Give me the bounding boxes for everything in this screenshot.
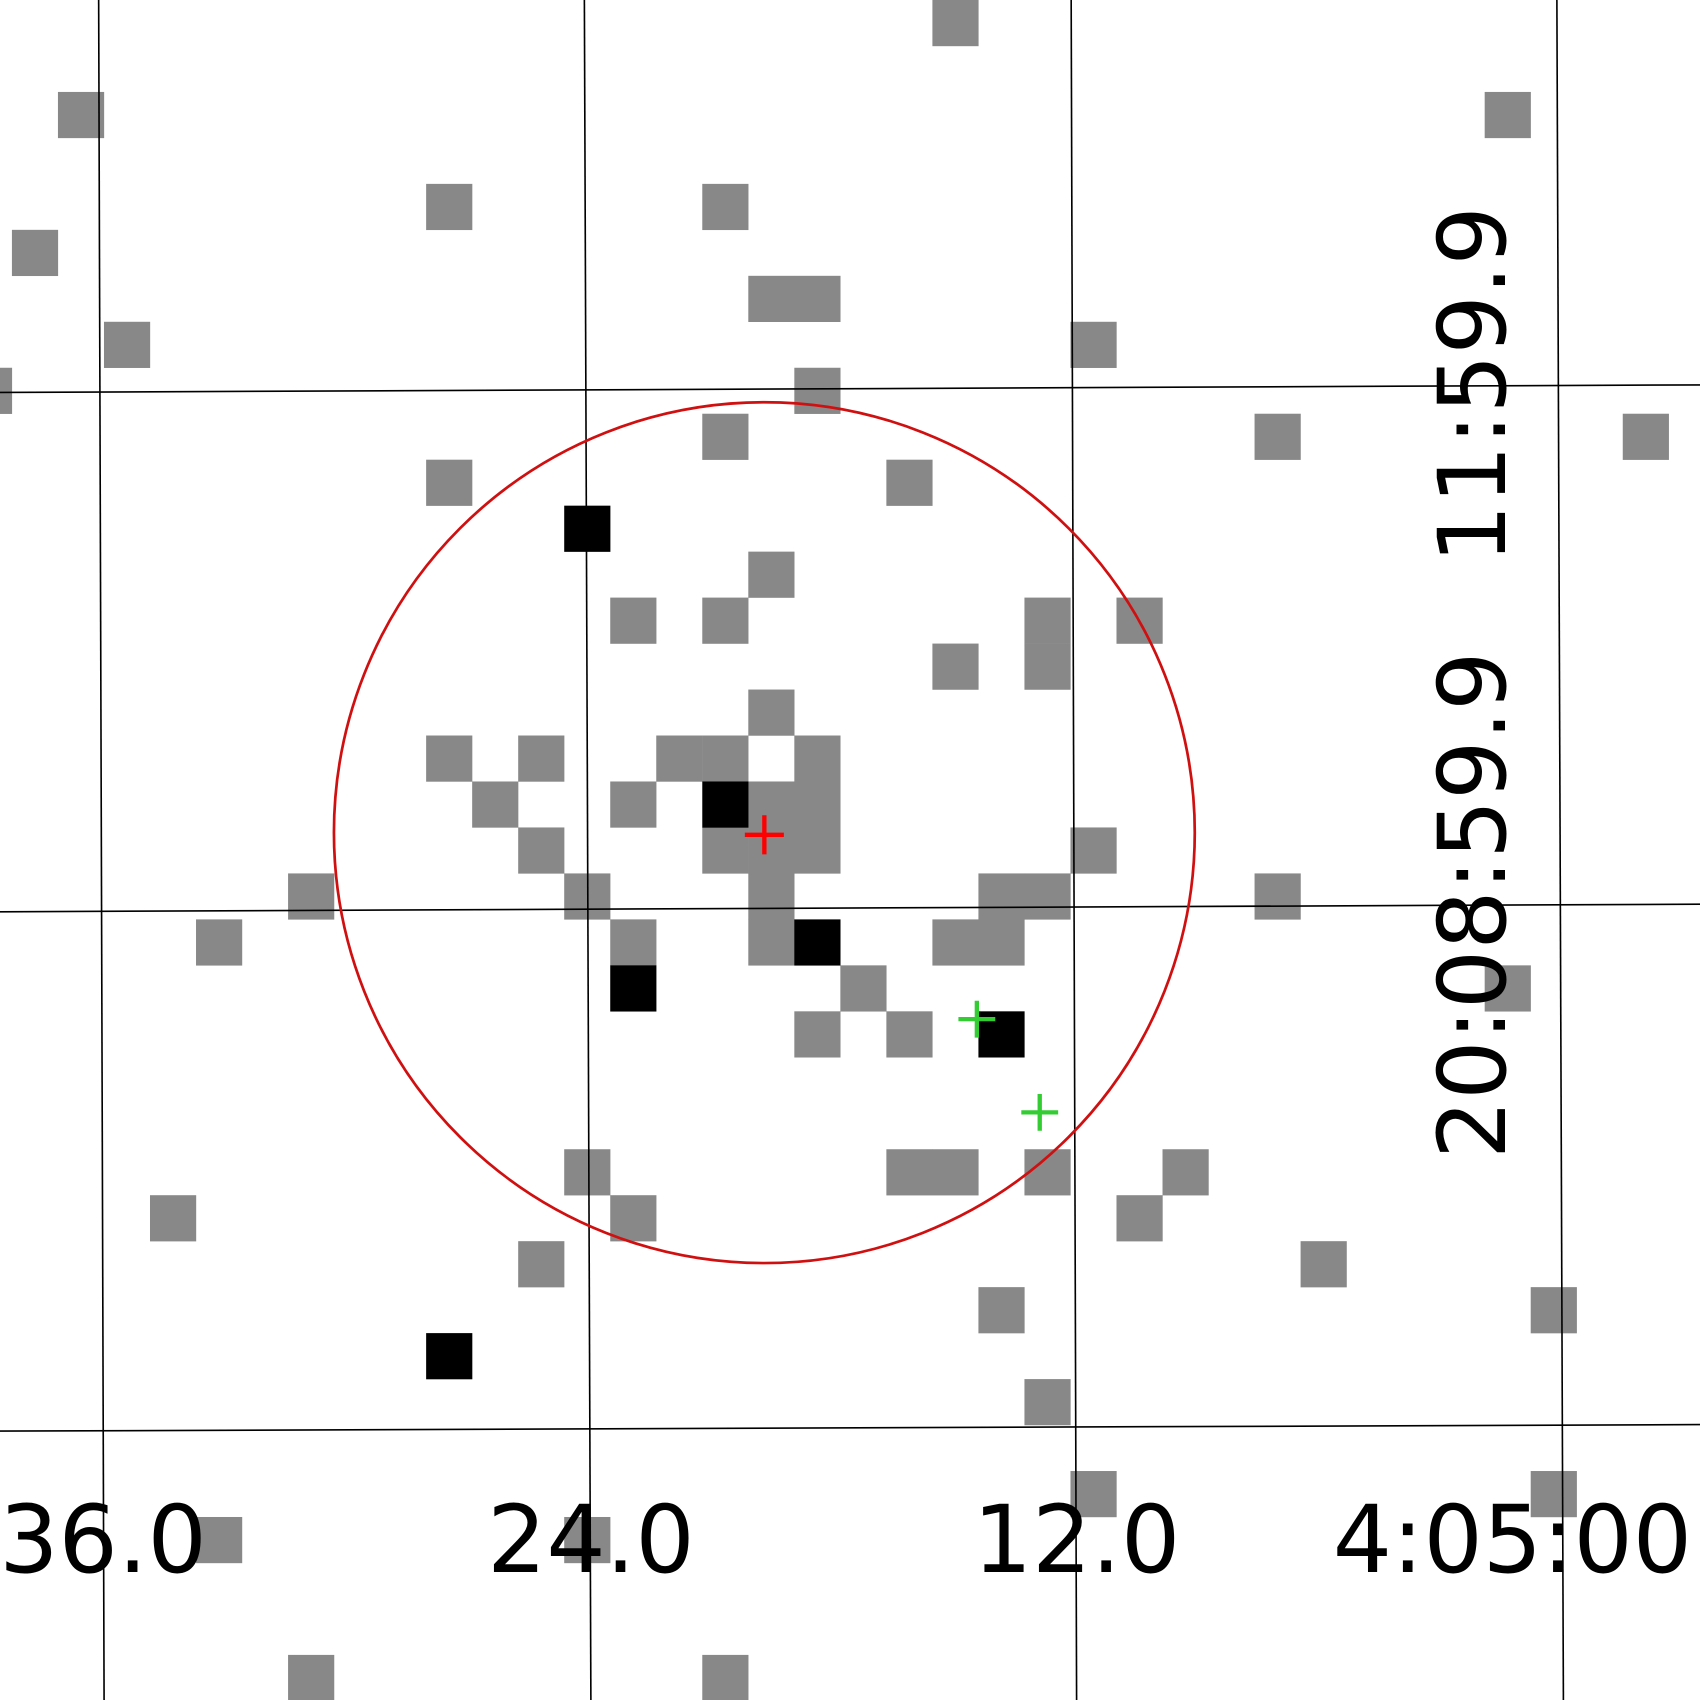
pixel [840,965,887,1012]
pixel [748,551,795,598]
pixel [196,1516,243,1564]
pixel [1254,413,1301,460]
pixel [1070,1471,1117,1518]
pixel [702,827,749,874]
pixel [564,505,611,552]
ra-label: 12.0 [973,1485,1181,1594]
pixel [748,689,795,736]
pixel [1484,965,1531,1012]
pixel [518,735,565,782]
pixel [702,1654,749,1700]
pixel [1484,91,1531,139]
pixel [932,1149,979,1196]
pixel [149,1195,197,1242]
pixel [932,919,979,966]
ra-label: 36.0 [0,1485,207,1594]
pixel [288,873,335,920]
pixel [886,1011,933,1058]
pixel [0,367,13,414]
pixel [564,1149,611,1196]
grid-line [0,384,1700,394]
pixel [794,781,841,828]
pixel [1254,873,1301,920]
pixel [978,1287,1025,1334]
pixel [702,597,749,644]
pixel [610,919,657,966]
pixel [886,1149,933,1196]
ra-label: 24.0 [487,1485,695,1594]
pixel [886,459,933,506]
grid-line [0,1423,1700,1432]
pixel [1070,827,1117,874]
pixel [748,781,795,828]
source-region [332,400,1197,1265]
pixel [610,1195,657,1242]
pixel [1116,1195,1163,1242]
source-marker [744,815,784,855]
pixel [794,827,841,874]
counterpart-marker [958,1000,996,1038]
pixel [1622,413,1669,460]
pixel [702,735,749,782]
pixel [196,919,243,966]
pixel [748,919,795,966]
pixel [564,1516,611,1564]
pixel [1300,1241,1347,1288]
grid-line [1070,0,1078,1700]
pixel [518,827,565,874]
pixel [748,873,795,920]
pixel [426,183,473,231]
grid-line [0,903,1700,913]
pixel [702,781,749,828]
pixel [288,1654,335,1700]
pixel [748,275,795,323]
pixel [1024,597,1071,644]
pixel [1530,1471,1577,1518]
pixel [1024,873,1071,920]
pixel [518,1241,565,1288]
dec-label: 20:08:59.9 [1418,651,1527,1159]
pixel [610,597,657,644]
grid-line [1556,0,1565,1700]
pixel [794,735,841,782]
pixel [610,781,657,828]
counterpart-marker [1021,1093,1059,1131]
dec-label: 11:59.9 [1418,206,1527,564]
pixel [1024,1379,1071,1426]
grid-line [97,0,105,1700]
pixel [1162,1149,1209,1196]
pixel [1024,643,1071,690]
pixel [794,919,841,966]
pixel [426,459,473,506]
pixel [932,643,979,690]
pixel [978,873,1025,920]
pixel [610,965,657,1012]
pixel [978,919,1025,966]
pixel [472,781,519,828]
grid-line [583,0,592,1700]
ra-label: 4:05:00 [1333,1485,1692,1594]
pixel [426,1333,473,1380]
pixel [656,735,703,782]
pixel [794,1011,841,1058]
pixel [702,413,749,460]
pixel [11,229,59,277]
pixel [702,183,749,231]
pixel [932,0,979,47]
pixel [1530,1287,1577,1334]
pixel [57,91,105,139]
pixel [103,321,151,368]
pixel [1070,321,1117,368]
pixel [426,735,473,782]
pixel [794,275,841,323]
